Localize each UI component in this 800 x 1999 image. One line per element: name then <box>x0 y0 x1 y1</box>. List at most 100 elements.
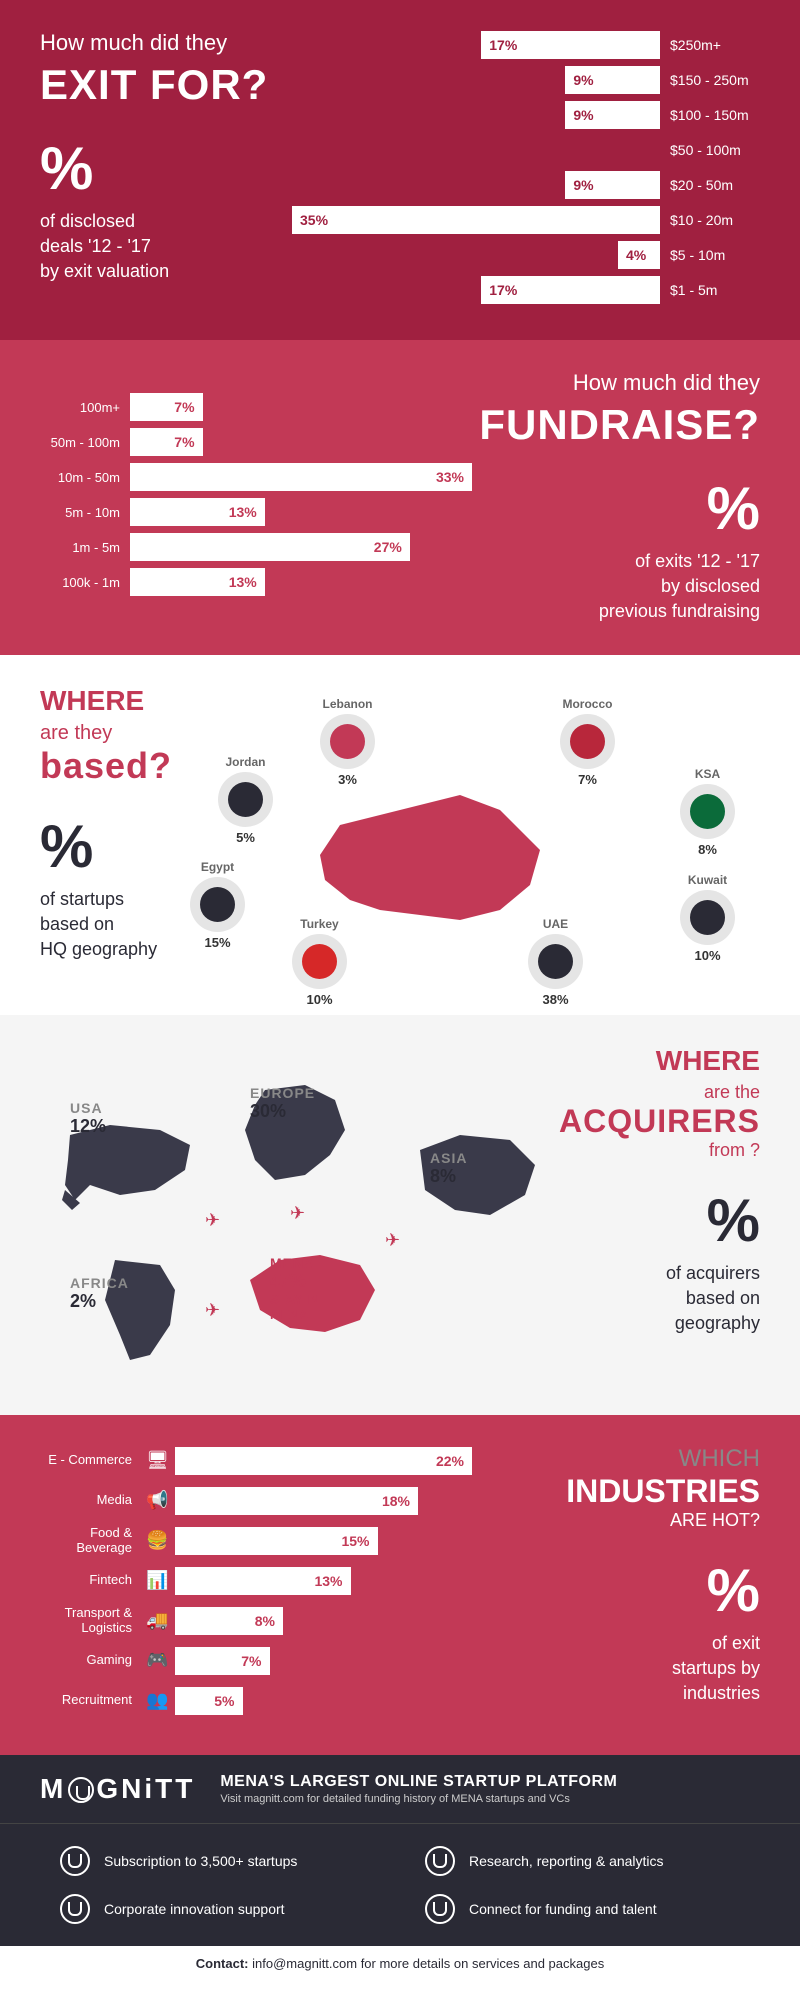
footer-subline: Visit magnitt.com for detailed funding h… <box>220 1793 617 1805</box>
industry-label: Transport & Logistics <box>40 1606 140 1635</box>
region-name: MENA <box>270 1255 319 1271</box>
industry-icon: 📢 <box>140 1490 175 1511</box>
flag-circle-icon <box>680 784 735 839</box>
ind-subtitle: of exit startups by industries <box>472 1631 760 1707</box>
exit-bar-track: 9% <box>292 66 660 94</box>
acq-big: ACQUIRERS <box>510 1103 760 1140</box>
region-name: ASIA <box>430 1150 467 1166</box>
footer-tagline: MENA'S LARGEST ONLINE STARTUP PLATFORM <box>220 1773 617 1791</box>
industries-text-block: WHICH INDUSTRIES ARE HOT? % of exit star… <box>472 1445 760 1725</box>
industry-icon: 🚚 <box>140 1610 175 1631</box>
industry-bar-track: 13% <box>175 1567 472 1595</box>
exit-bar-track: 4% <box>292 241 660 269</box>
exit-section: How much did they EXIT FOR? % of disclos… <box>0 0 800 340</box>
exit-question-big: EXIT FOR? <box>40 61 292 109</box>
magnitt-logo: MGNiTT <box>40 1773 195 1805</box>
fundraise-bar: 7% <box>130 428 203 456</box>
industry-icon: 🍔 <box>140 1530 175 1551</box>
fundraise-bar-label: 100m+ <box>40 400 130 415</box>
industry-bar-row: Recruitment 👥 5% <box>40 1685 472 1717</box>
flag-circle-icon <box>292 934 347 989</box>
footer-item-text: Subscription to 3,500+ startups <box>104 1853 297 1869</box>
exit-bar-label: $10 - 20m <box>660 212 760 228</box>
industries-section: E - Commerce 🖥 22% Media 📢 18% Food & Be… <box>0 1415 800 1755</box>
exit-bar-row: 9% $100 - 150m <box>292 100 760 130</box>
acq-from: from ? <box>510 1140 760 1161</box>
country-badge: Lebanon 3% <box>320 697 375 787</box>
country-name: Lebanon <box>320 697 375 711</box>
region-pct: 12% <box>70 1116 106 1137</box>
flag-circle-icon <box>218 772 273 827</box>
footer-item-icon <box>60 1846 90 1876</box>
flag-icon <box>302 944 337 979</box>
flag-icon <box>330 724 365 759</box>
fundraise-bar-label: 5m - 10m <box>40 505 130 520</box>
contact-label: Contact: <box>196 1956 249 1971</box>
industry-bar-row: Transport & Logistics 🚚 8% <box>40 1605 472 1637</box>
industry-icon: 👥 <box>140 1690 175 1711</box>
footer-item: Corporate innovation support <box>60 1894 375 1924</box>
region-pct: 30% <box>250 1101 315 1122</box>
ind-industries: INDUSTRIES <box>472 1473 760 1510</box>
footer: MGNiTT MENA'S LARGEST ONLINE STARTUP PLA… <box>0 1755 800 1946</box>
industry-bar-track: 15% <box>175 1527 472 1555</box>
flag-icon <box>690 794 725 829</box>
flag-icon <box>228 782 263 817</box>
country-name: KSA <box>680 767 735 781</box>
flag-icon <box>690 900 725 935</box>
flag-icon <box>538 944 573 979</box>
country-pct: 3% <box>320 772 375 787</box>
industry-icon: 📊 <box>140 1570 175 1591</box>
industry-bar: 8% <box>175 1607 283 1635</box>
fundraise-question-small: How much did they <box>472 370 760 396</box>
flag-circle-icon <box>528 934 583 989</box>
mena-stay-label: STAY IN MENA <box>270 1292 319 1322</box>
flag-icon <box>200 887 235 922</box>
exit-bar-track: 17% <box>292 31 660 59</box>
exit-bar: 9% <box>565 171 660 199</box>
country-name: UAE <box>528 917 583 931</box>
industry-bar: 13% <box>175 1567 351 1595</box>
ind-which: WHICH <box>472 1445 760 1473</box>
fundraise-subtitle: of exits '12 - '17 by disclosed previous… <box>472 549 760 625</box>
based-where: WHERE <box>40 685 760 717</box>
flag-circle-icon <box>680 890 735 945</box>
fundraise-bar: 33% <box>130 463 472 491</box>
plane-icon: ✈ <box>205 1300 220 1321</box>
country-pct: 5% <box>218 830 273 845</box>
country-badge: KSA 8% <box>680 767 735 857</box>
industry-label: Fintech <box>40 1573 140 1587</box>
industry-label: E - Commerce <box>40 1453 140 1467</box>
acquirers-text-block: WHERE are the ACQUIRERS from ? % of acqu… <box>510 1045 760 1337</box>
industry-label: Food & Beverage <box>40 1526 140 1555</box>
footer-item-text: Corporate innovation support <box>104 1901 285 1917</box>
exit-bar-row: 9% $150 - 250m <box>292 65 760 95</box>
fundraise-bar-row: 10m - 50m 33% <box>40 462 472 492</box>
exit-bar-label: $20 - 50m <box>660 177 760 193</box>
exit-bar-row: $50 - 100m <box>292 135 760 165</box>
fundraise-bar-row: 1m - 5m 27% <box>40 532 472 562</box>
industry-bar-row: E - Commerce 🖥 22% <box>40 1445 472 1477</box>
exit-bar-row: 9% $20 - 50m <box>292 170 760 200</box>
exit-bar-track: 35% <box>292 206 660 234</box>
region-label: AFRICA 2% <box>70 1275 129 1312</box>
industry-bar-row: Food & Beverage 🍔 15% <box>40 1525 472 1557</box>
fundraise-bar-row: 5m - 10m 13% <box>40 497 472 527</box>
country-name: Kuwait <box>680 873 735 887</box>
ind-pct-sign: % <box>472 1561 760 1621</box>
flag-icon <box>570 724 605 759</box>
industry-bar: 15% <box>175 1527 378 1555</box>
fundraise-bar-track: 27% <box>130 533 472 561</box>
fundraise-bar-track: 7% <box>130 428 472 456</box>
footer-tagline-block: MENA'S LARGEST ONLINE STARTUP PLATFORM V… <box>220 1773 617 1805</box>
exit-bar: 17% <box>481 31 660 59</box>
exit-bar: 17% <box>481 276 660 304</box>
plane-icon: ✈ <box>385 1230 400 1251</box>
exit-bar: 4% <box>618 241 660 269</box>
fundraise-bar: 27% <box>130 533 410 561</box>
industry-bar: 7% <box>175 1647 270 1675</box>
based-arethey: are they <box>40 722 760 745</box>
fundraise-bar-label: 100k - 1m <box>40 575 130 590</box>
country-name: Turkey <box>292 917 347 931</box>
fundraise-bar-row: 100k - 1m 13% <box>40 567 472 597</box>
